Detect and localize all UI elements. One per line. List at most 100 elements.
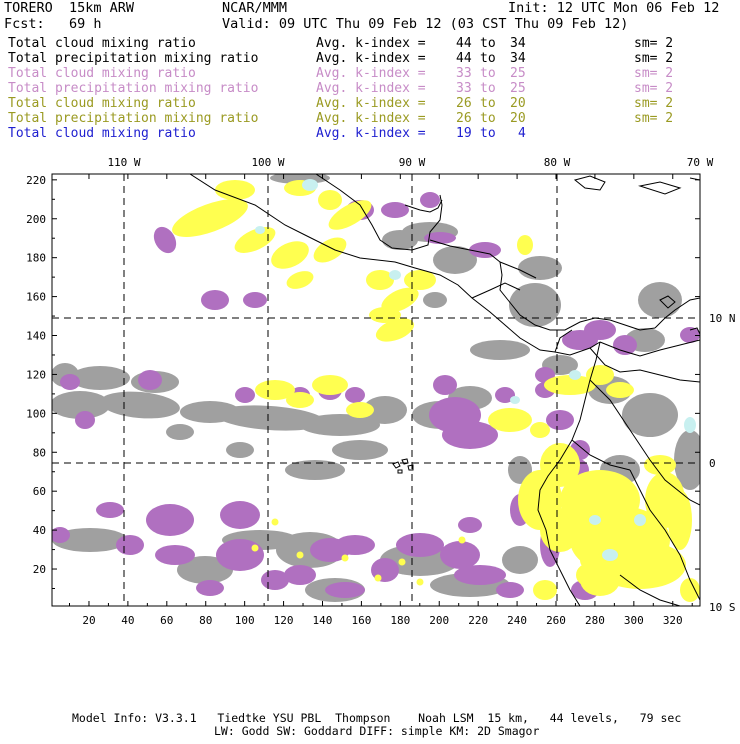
yellow-cell [341, 554, 349, 562]
cloud-field-low-patch [381, 287, 419, 313]
cloud-field-low-patch [540, 443, 580, 487]
yellow-cell [398, 558, 406, 566]
init-time: Init: 12 UTC Mon 06 Feb 12 [508, 0, 720, 16]
left-tick-label: 100 [26, 407, 46, 420]
bottom-tick-label: 120 [274, 614, 294, 627]
cloud-field-low-patch [255, 380, 295, 400]
coastline-segment [589, 379, 700, 506]
cloud-field-patch [674, 430, 700, 490]
legend-to: 20 [510, 96, 526, 111]
legend-to-word: to [480, 36, 496, 51]
legend-from: 19 [456, 126, 472, 141]
cloud-field-fringe-patch [569, 370, 581, 380]
axis-labels: 20 40 60 80 100 120 140 160 180 200 220 20 40 60 80 100… [26, 156, 735, 627]
left-tick-label: 60 [33, 485, 46, 498]
legend-to: 4 [518, 126, 526, 141]
lat-lon-grid [52, 174, 700, 606]
cloud-field-medium [52, 192, 700, 600]
coastline-segment [589, 347, 700, 383]
bottom-tick-label: 300 [624, 614, 644, 627]
cloud-field-medium-patch [235, 387, 255, 403]
latitude-label: 0 [709, 457, 716, 470]
cloud-field-medium-patch [335, 535, 375, 555]
cloud-field-low-patch [680, 578, 700, 602]
legend-label: Avg. k-index = [316, 81, 426, 96]
cloud-field-medium-patch [381, 202, 409, 218]
cloud-field-patch [382, 230, 418, 250]
cloud-field-medium-patch [469, 242, 501, 258]
bottom-tick-label: 160 [351, 614, 371, 627]
yellow-cell [251, 544, 259, 552]
cloud-field-medium-patch [325, 582, 365, 598]
cloud-field-patch [332, 440, 388, 460]
cloud-field-low-patch [517, 235, 533, 255]
cloud-field-low-patch [586, 365, 614, 385]
yellow-cell [458, 536, 466, 544]
legend-from: 33 [456, 66, 472, 81]
longitude-label: 80 W [544, 156, 571, 169]
legend-to-word: to [480, 81, 496, 96]
yellow-cell [374, 574, 382, 582]
bottom-tick-label: 60 [160, 614, 173, 627]
precip-fields [52, 174, 700, 602]
left-tick-label: 40 [33, 524, 46, 537]
cloud-field-fringe-patch [510, 396, 520, 404]
cloud-field-medium-patch [216, 539, 264, 571]
left-tick-label: 80 [33, 446, 46, 459]
cloud-field-medium-patch [345, 387, 365, 403]
coastline-segment [407, 464, 414, 471]
legend-from: 33 [456, 81, 472, 96]
cloud-field-low-patch [533, 580, 557, 600]
legend-field: Total cloud mixing ratio [8, 96, 196, 111]
coastline-segment [392, 461, 401, 469]
cloud-field-fringe-patch [255, 226, 265, 234]
cloud-field-fringe [255, 179, 696, 561]
coastline-segment [629, 469, 700, 601]
cloud-field-patch [509, 283, 561, 327]
bottom-tick-label: 140 [313, 614, 333, 627]
longitude-label: 100 W [251, 156, 284, 169]
cloud-field-patch [177, 556, 233, 584]
cloud-field-low-patch [346, 402, 374, 418]
left-tick-label: 200 [26, 213, 46, 226]
cloud-field-low-patch [328, 200, 372, 230]
legend-sm: sm= 2 [634, 51, 674, 66]
coastline-segment [638, 181, 682, 195]
legend-to: 25 [510, 81, 526, 96]
coastline-segment [659, 295, 676, 309]
coastline-segment [189, 174, 601, 356]
cloud-field-medium-patch [220, 501, 260, 529]
yellow-cells [251, 518, 466, 586]
axis-ticks [52, 174, 700, 606]
cloud-field-medium-patch [396, 533, 444, 557]
left-tick-label: 120 [26, 368, 46, 381]
cloud-field-low-patch [369, 307, 401, 323]
left-tick-label: 180 [26, 252, 46, 265]
cloud-field-low-patch [271, 241, 309, 269]
cloud-field-patch [363, 396, 407, 424]
legend-field: Total cloud mixing ratio [8, 66, 196, 81]
bottom-tick-label: 220 [468, 614, 488, 627]
legend-from: 44 [456, 51, 472, 66]
legend-to-word: to [480, 111, 496, 126]
cloud-field-medium-patch [546, 410, 574, 430]
cloud-field-fringe-patch [389, 270, 401, 280]
cloud-field-fringe-patch [634, 514, 646, 526]
cloud-field-medium-patch [196, 580, 224, 596]
cloud-field-low-patch [318, 190, 342, 210]
legend-to-word: to [480, 66, 496, 81]
latitude-label: 10 S [709, 601, 736, 614]
yellow-cell [296, 551, 304, 559]
legend-from: 26 [456, 111, 472, 126]
cloud-field-low-patch [668, 490, 692, 550]
coastline-segment [571, 439, 631, 471]
cloud-field-low-patch [375, 318, 415, 342]
cloud-field-medium-patch [243, 292, 267, 308]
bottom-tick-label: 320 [663, 614, 683, 627]
cloud-field-fringe-patch [302, 179, 318, 191]
cloud-field-patch [300, 414, 380, 436]
bottom-tick-label: 100 [235, 614, 255, 627]
longitude-label: 70 W [687, 156, 714, 169]
cloud-field-medium-patch [680, 327, 700, 343]
legend-field: Total precipitation mixing ratio [8, 51, 259, 66]
